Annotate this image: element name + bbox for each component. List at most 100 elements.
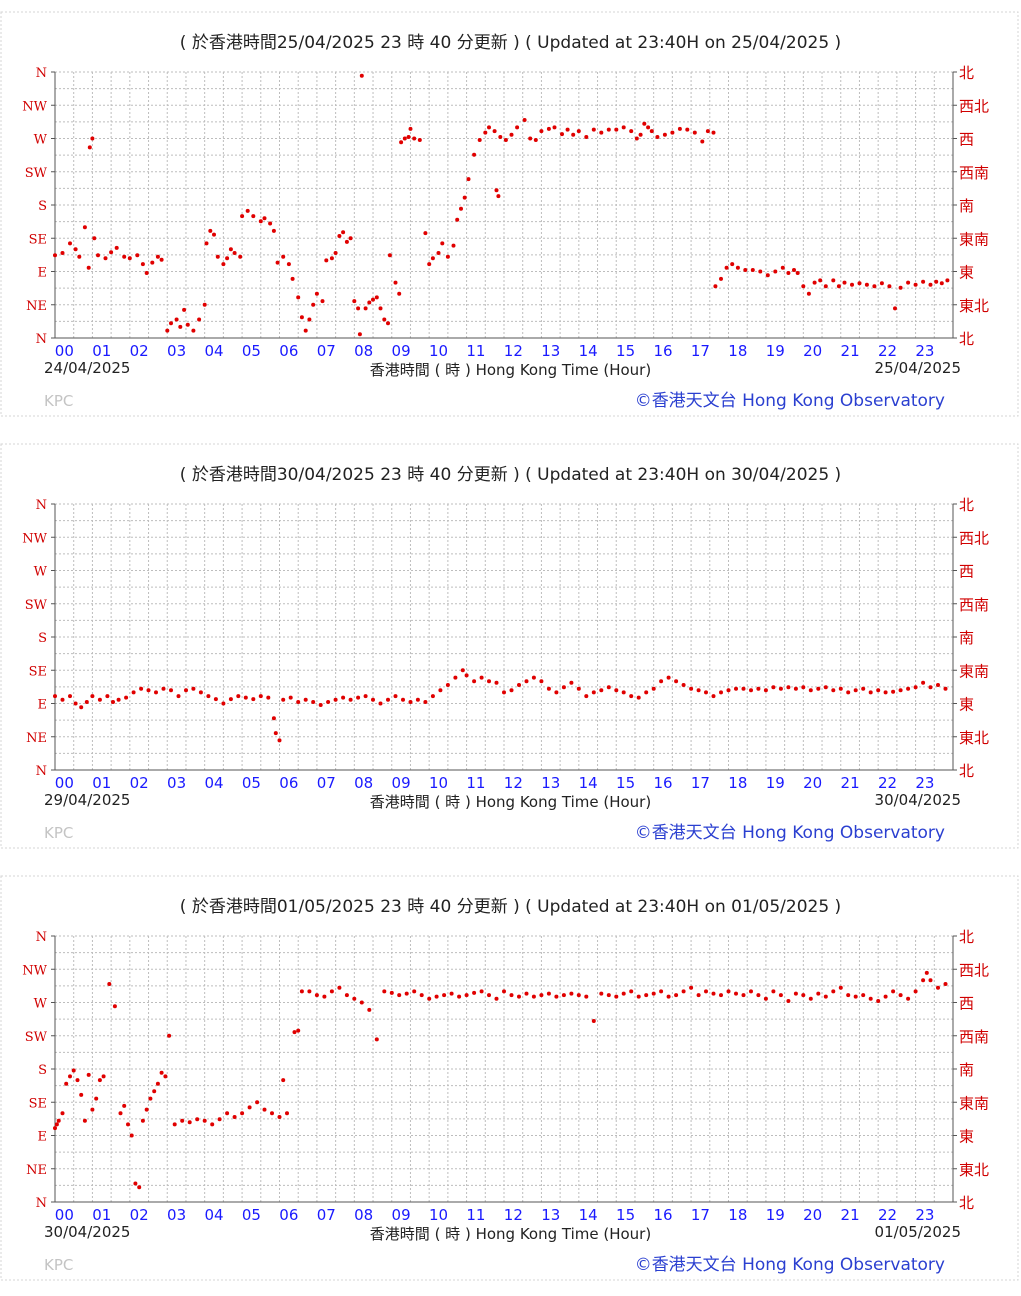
x-tick-label: 13 xyxy=(541,1206,560,1224)
data-point xyxy=(344,993,349,998)
data-point xyxy=(823,994,828,999)
data-point xyxy=(681,683,686,687)
data-point xyxy=(329,256,334,261)
data-point xyxy=(576,993,581,998)
data-point xyxy=(554,994,559,999)
data-point xyxy=(314,291,319,296)
y-tick-label-zh: 北 xyxy=(959,496,974,514)
end-date: 30/04/2025 xyxy=(874,791,961,809)
data-point xyxy=(801,993,806,998)
data-point xyxy=(808,996,813,1001)
data-point xyxy=(868,996,873,1001)
data-point xyxy=(913,685,918,690)
data-point xyxy=(644,993,649,998)
data-point xyxy=(73,701,78,706)
y-tick-label-en: N xyxy=(36,1196,47,1211)
data-point xyxy=(314,993,319,998)
data-point xyxy=(172,1122,177,1127)
data-point xyxy=(464,673,469,678)
data-point xyxy=(185,322,190,327)
x-tick-label: 07 xyxy=(317,774,336,792)
data-point xyxy=(812,280,817,285)
data-point xyxy=(155,254,160,259)
x-tick-label: 08 xyxy=(354,1206,373,1224)
data-point xyxy=(140,1118,145,1123)
x-tick-label: 13 xyxy=(541,774,560,792)
data-point xyxy=(773,269,778,274)
y-tick-label-en: SE xyxy=(29,232,47,247)
x-tick-label: 20 xyxy=(803,1206,822,1224)
data-point xyxy=(928,978,933,983)
data-point xyxy=(415,697,420,702)
x-tick-label: 08 xyxy=(354,342,373,360)
data-point xyxy=(399,140,404,145)
data-point xyxy=(434,994,439,999)
x-tick-label: 15 xyxy=(616,342,635,360)
data-point xyxy=(569,991,574,996)
data-point xyxy=(906,280,911,285)
data-point xyxy=(928,282,933,287)
y-tick-label-zh: 西 xyxy=(959,563,974,581)
data-point xyxy=(726,688,731,693)
data-point xyxy=(554,690,559,695)
data-point xyxy=(359,73,364,78)
y-tick-label-en: E xyxy=(38,266,48,281)
data-point xyxy=(118,1111,123,1116)
data-point xyxy=(487,993,491,998)
station-code: KPC xyxy=(44,1256,74,1274)
data-point xyxy=(689,686,694,691)
data-point xyxy=(846,993,851,998)
data-point xyxy=(898,285,903,290)
data-point xyxy=(397,993,402,998)
data-point xyxy=(771,989,776,994)
data-point xyxy=(195,1117,200,1122)
data-point xyxy=(494,996,499,1001)
x-tick-label: 14 xyxy=(579,774,598,792)
y-tick-label-zh: 東 xyxy=(959,696,974,714)
data-point xyxy=(221,262,226,267)
data-point xyxy=(472,152,477,157)
data-point xyxy=(584,994,589,999)
data-point xyxy=(290,276,295,281)
data-point xyxy=(75,1078,80,1083)
data-point xyxy=(879,281,884,286)
chart-plot: N 北 NW 西北 W 西 SW 西南 S 南 SE 東南 E 東 NE 東北 N 北 00 01 02 03 04 05 06… xyxy=(0,11,1019,417)
y-tick-label-en: N xyxy=(36,930,47,945)
data-point xyxy=(502,989,506,994)
data-point xyxy=(906,996,911,1001)
data-point xyxy=(101,1074,106,1079)
data-point xyxy=(393,280,398,285)
data-point xyxy=(212,232,216,237)
x-tick-label: 00 xyxy=(55,1206,74,1224)
data-point xyxy=(681,989,686,994)
data-point xyxy=(109,250,114,255)
data-point xyxy=(898,688,903,693)
data-point xyxy=(401,697,405,702)
data-point xyxy=(382,989,387,994)
y-tick-label-en: S xyxy=(38,631,47,646)
data-point xyxy=(228,247,233,252)
data-point xyxy=(636,695,641,700)
data-point xyxy=(816,991,821,996)
data-point xyxy=(780,265,785,270)
data-point xyxy=(724,265,729,270)
data-point xyxy=(445,683,450,687)
data-point xyxy=(262,216,267,221)
y-tick-label-en: NW xyxy=(22,99,47,114)
data-point xyxy=(806,291,811,296)
data-point xyxy=(936,985,940,990)
x-tick-label: 14 xyxy=(579,342,598,360)
wind-direction-chart-3: ( 於香港時間01/05/2025 23 時 40 分更新 ) ( Update… xyxy=(0,864,1021,1284)
x-tick-label: 00 xyxy=(55,342,74,360)
data-point xyxy=(524,679,529,684)
data-point xyxy=(591,1019,596,1023)
x-tick-label: 06 xyxy=(279,342,298,360)
data-point xyxy=(591,127,596,132)
x-tick-label: 22 xyxy=(878,774,897,792)
data-point xyxy=(934,279,939,284)
data-point xyxy=(359,1000,364,1005)
data-point xyxy=(786,999,791,1003)
y-tick-label-zh: 西南 xyxy=(959,164,989,182)
x-tick-label: 01 xyxy=(92,342,111,360)
data-point xyxy=(659,679,664,684)
